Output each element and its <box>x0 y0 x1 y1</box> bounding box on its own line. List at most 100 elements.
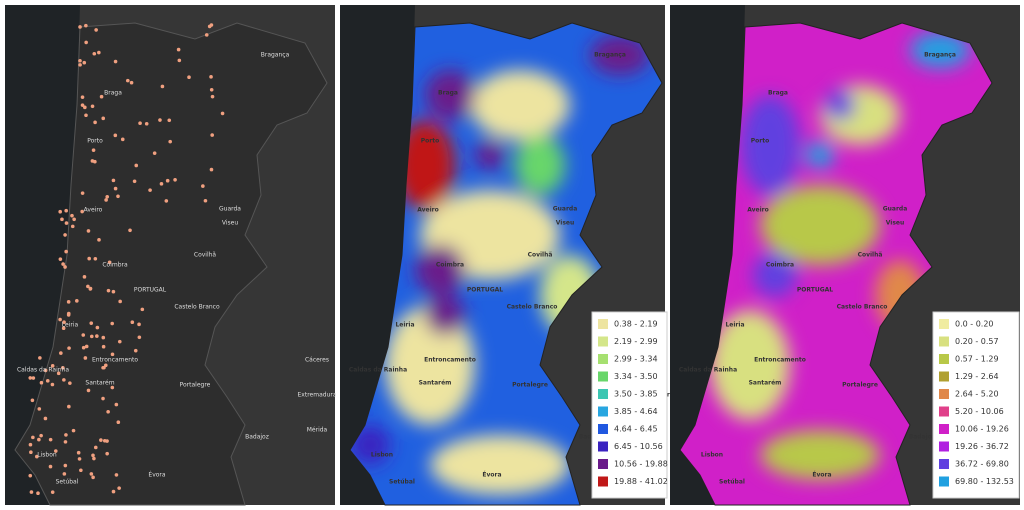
point <box>97 238 101 242</box>
place-label: Lisbon <box>37 452 57 459</box>
point <box>59 351 63 355</box>
point <box>158 118 162 122</box>
legend-label: 19.88 - 41.02 <box>614 477 668 486</box>
legend: 0.0 - 0.20 0.20 - 0.57 0.57 - 1.29 1.29 - 2… <box>932 311 1020 499</box>
place-label: Aveiro <box>417 207 439 214</box>
place-label: Entroncamento <box>92 357 138 364</box>
place-label: Bragança <box>924 52 956 59</box>
point <box>92 51 97 56</box>
point <box>84 344 89 349</box>
point <box>167 118 172 123</box>
point <box>62 378 66 382</box>
point <box>95 325 100 330</box>
place-label: Braga <box>768 90 788 97</box>
point <box>111 289 116 294</box>
place-label: Badajoz <box>245 434 269 441</box>
point <box>102 365 106 370</box>
point <box>90 104 95 109</box>
point <box>30 398 35 403</box>
point <box>86 284 90 289</box>
point <box>114 402 119 407</box>
place-label: Covilhã <box>858 252 883 259</box>
place-label: Porto <box>751 138 769 145</box>
point <box>71 428 76 433</box>
place-label: Évora <box>812 471 831 479</box>
point <box>29 450 33 455</box>
point <box>113 59 118 64</box>
place-label: Aveiro <box>747 207 769 214</box>
legend-swatch <box>939 336 949 347</box>
point <box>113 133 118 138</box>
legend-label: 3.34 - 3.50 <box>614 372 658 381</box>
point <box>63 265 67 269</box>
point <box>117 486 121 490</box>
place-label: Caldas da Rainha <box>349 367 407 374</box>
point <box>83 356 88 360</box>
point <box>58 209 62 214</box>
place-label: Castelo Branco <box>507 304 558 311</box>
legend: 0.38 - 2.19 2.19 - 2.99 2.99 - 3.34 3.34 - … <box>591 311 668 499</box>
point <box>101 335 106 340</box>
legend-label: 0.38 - 2.19 <box>614 320 658 329</box>
point <box>92 456 96 461</box>
point <box>61 326 66 331</box>
point <box>107 260 112 265</box>
place-label: Viseu <box>886 220 905 227</box>
legend-swatch <box>939 476 949 487</box>
point <box>89 472 94 476</box>
place-label: Entroncamento <box>424 357 476 364</box>
place-label: Coimbra <box>436 262 464 269</box>
point <box>80 103 85 107</box>
place-label: Évora <box>148 471 165 479</box>
point <box>28 473 33 478</box>
point <box>204 33 209 37</box>
point <box>60 217 64 222</box>
legend-label: 10.06 - 19.26 <box>955 425 1009 434</box>
point <box>80 95 85 99</box>
point <box>45 379 50 383</box>
points <box>28 23 225 496</box>
place-label: Badajoz <box>909 434 936 441</box>
point <box>37 407 42 411</box>
point <box>152 151 157 155</box>
point <box>31 376 36 380</box>
place-label: Caldas da Rainha <box>17 367 69 374</box>
point <box>177 58 182 63</box>
place-label: Lisbon <box>701 452 723 459</box>
legend-swatch <box>598 459 608 469</box>
place-label: Santarém <box>419 380 452 387</box>
point <box>116 420 121 425</box>
point <box>37 437 41 442</box>
point <box>165 178 170 183</box>
place-label: Caldas da Rainha <box>679 367 737 374</box>
place-label: PORTUGAL <box>797 287 833 294</box>
point <box>94 28 98 32</box>
legend-label: 3.50 - 3.85 <box>614 390 658 399</box>
legend-label: 2.64 - 5.20 <box>955 390 999 399</box>
point <box>84 40 88 45</box>
point <box>78 63 82 67</box>
point <box>97 50 101 55</box>
point <box>86 229 91 233</box>
place-label: Mérida <box>307 427 328 434</box>
place-label: Setúbal <box>56 479 79 486</box>
point <box>80 191 85 195</box>
point <box>128 228 132 233</box>
point <box>82 60 87 65</box>
point <box>120 137 125 142</box>
point <box>91 453 95 458</box>
point <box>164 199 169 203</box>
point <box>187 75 191 80</box>
point <box>207 24 212 29</box>
point <box>68 381 72 385</box>
point <box>159 182 164 186</box>
legend-swatch <box>939 441 949 452</box>
legend-label: 1.29 - 2.64 <box>955 372 999 381</box>
place-label: Guarda <box>219 206 241 213</box>
point <box>70 213 74 218</box>
point <box>43 368 48 373</box>
legend-swatch <box>939 406 949 417</box>
legend-swatch <box>598 354 608 364</box>
point <box>129 80 134 85</box>
